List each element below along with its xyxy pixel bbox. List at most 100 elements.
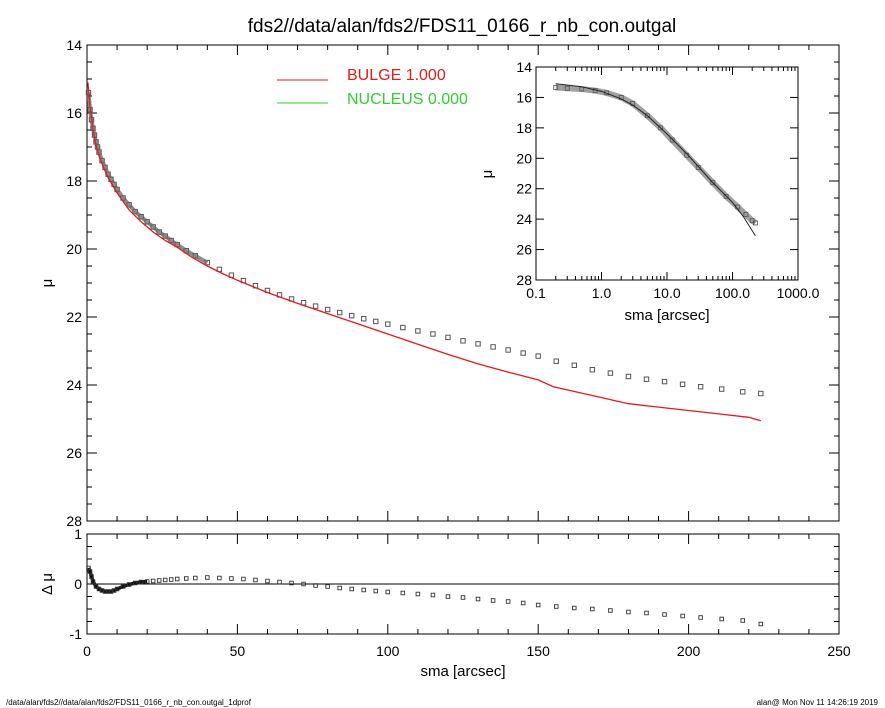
residual-data-point (373, 588, 379, 594)
main-y-tick-label: 24 (66, 377, 82, 393)
footer-timestamp: alan@ Mon Nov 11 14:26:19 2019 (757, 698, 879, 707)
main-data-point (661, 378, 668, 385)
residual-x-tick-label: 200 (677, 643, 701, 659)
residual-data-point (289, 580, 294, 586)
main-data-point (475, 341, 481, 347)
inset-data-point (753, 220, 758, 226)
residual-data-point (114, 586, 120, 592)
residual-data-point (138, 579, 144, 585)
residual-data-point (105, 589, 111, 594)
residual-data-point (553, 604, 559, 609)
residual-data-point (184, 576, 189, 581)
residual-axis-ticks: 10-10 50 100 150 200 250 (70, 526, 851, 659)
inset-y-tick-label: 26 (516, 242, 532, 258)
main-data-point (361, 316, 367, 322)
residual-data-point (385, 589, 391, 595)
residual-data-point (680, 613, 685, 619)
residual-data-point (758, 621, 764, 627)
residual-data-point (626, 609, 631, 615)
residual-data-point (120, 584, 126, 589)
main-panel: 14 16 18 20 22 24 26 28 μ BULGE 1.000 NUCLEUS 0… (39, 37, 840, 529)
legend-label-nucleus: NUCLEUS 0.000 (347, 91, 468, 108)
main-data-point (505, 347, 511, 353)
inset-data-point (743, 212, 749, 217)
residual-data-point (89, 574, 94, 579)
residual-y-tick-label: 0 (74, 576, 82, 592)
residual-panel: 10-10 50 100 150 200 250 Δ μ sma [arcsec] (39, 526, 851, 680)
residual-x-tick-label: 0 (83, 643, 91, 659)
main-data-point (400, 324, 406, 331)
chart-title: fds2//data/alan/fds2/FDS11_0166_r_nb_con… (248, 16, 677, 37)
main-data-point (415, 328, 421, 334)
main-data-point (460, 338, 466, 344)
main-data-point (349, 312, 355, 319)
main-data-point (589, 367, 596, 373)
residual-data-point (99, 588, 105, 593)
inset-data-point (723, 193, 729, 199)
residual-data-point (87, 569, 93, 574)
residual-data-point (361, 587, 366, 593)
residual-y-tick-label: -1 (70, 626, 83, 642)
inset-model-line (555, 83, 756, 237)
main-y-tick-label: 28 (66, 513, 82, 529)
residual-data-point (719, 616, 724, 622)
inset-x-tick-label: 10.0 (653, 285, 680, 301)
main-data-point (553, 358, 559, 364)
residual-series-group (86, 565, 764, 627)
residual-data-point (505, 599, 511, 604)
inset-x-tick-label: 1.0 (592, 285, 612, 301)
residual-data-point (277, 579, 282, 585)
residual-x-tick-label: 150 (527, 643, 551, 659)
legend: BULGE 1.000 NUCLEUS 0.000 (277, 67, 468, 108)
inset-data-point (658, 125, 664, 131)
main-x-axis-label: sma [arcsec] (420, 663, 505, 680)
main-data-point (490, 344, 496, 350)
residual-data-point (662, 612, 667, 617)
main-data-point (324, 306, 331, 313)
main-data-point (535, 353, 541, 359)
inset-data-point (710, 180, 716, 186)
main-y-tick-label: 18 (66, 173, 82, 189)
inset-axis-ticks: 0.1 1.0 10.0 100.0 1000.0 14 16 18 20 22 24 26 28 (516, 59, 819, 301)
inset-y-tick-label: 20 (516, 150, 532, 166)
main-series-group (85, 82, 764, 422)
main-data-point (697, 384, 704, 390)
residual-y-tick-label: 1 (74, 526, 82, 542)
main-axis-ticks: 14 16 18 20 22 24 26 28 (66, 37, 840, 529)
residual-data-point (400, 590, 406, 596)
residual-data-point (313, 583, 318, 588)
residual-data-point (490, 598, 496, 603)
inset-y-tick-label: 24 (516, 211, 532, 227)
residual-data-point (150, 578, 156, 584)
residual-data-point (90, 579, 96, 584)
main-data-point (385, 321, 391, 327)
residual-data-point (174, 576, 180, 582)
residual-data-point (132, 580, 138, 586)
main-data-point (373, 318, 379, 325)
residual-data-point (168, 577, 174, 582)
bulge-model-line (87, 82, 761, 422)
residual-data-point (430, 592, 436, 598)
residual-data-point (740, 618, 745, 623)
residual-data-point (535, 602, 541, 608)
inset-data-point (695, 165, 701, 170)
inset-x-axis-label: sma [arcsec] (624, 307, 709, 324)
main-data-point (625, 373, 632, 380)
residual-data-point (445, 594, 451, 599)
residual-y-axis-label: Δ μ (39, 573, 56, 595)
residual-data-point (415, 591, 421, 597)
residual-data-point (520, 600, 526, 606)
residual-data-point (253, 577, 258, 583)
inset-plot-frame (535, 66, 799, 281)
main-y-tick-label: 14 (66, 37, 82, 53)
inset-y-tick-label: 16 (516, 89, 532, 105)
residual-data-point (241, 576, 246, 582)
main-data-point (445, 334, 451, 341)
residual-data-point (644, 610, 649, 616)
main-data-point (571, 362, 577, 368)
residual-data-point (205, 575, 210, 580)
residual-data-point (217, 575, 222, 581)
main-y-tick-label: 26 (66, 445, 82, 461)
main-data-point (312, 303, 319, 309)
residual-x-tick-label: 50 (230, 643, 246, 659)
